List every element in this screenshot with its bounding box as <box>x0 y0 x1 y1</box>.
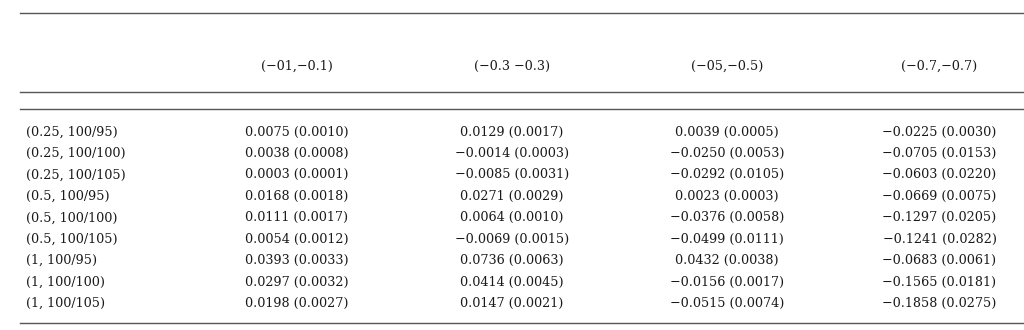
Text: 0.0297 (0.0032): 0.0297 (0.0032) <box>245 276 349 289</box>
Text: 0.0168 (0.0018): 0.0168 (0.0018) <box>246 190 348 203</box>
Text: (1, 100/95): (1, 100/95) <box>26 254 96 267</box>
Text: (0.25, 100/105): (0.25, 100/105) <box>26 168 125 182</box>
Text: −0.1565 (0.0181): −0.1565 (0.0181) <box>883 276 996 289</box>
Text: 0.0198 (0.0027): 0.0198 (0.0027) <box>245 297 349 310</box>
Text: −0.1858 (0.0275): −0.1858 (0.0275) <box>883 297 996 310</box>
Text: 0.0064 (0.0010): 0.0064 (0.0010) <box>460 211 564 224</box>
Text: −0.0603 (0.0220): −0.0603 (0.0220) <box>883 168 996 182</box>
Text: (1, 100/100): (1, 100/100) <box>26 276 104 289</box>
Text: 0.0129 (0.0017): 0.0129 (0.0017) <box>461 125 563 139</box>
Text: −0.0069 (0.0015): −0.0069 (0.0015) <box>455 233 569 246</box>
Text: (1, 100/105): (1, 100/105) <box>26 297 104 310</box>
Text: 0.0075 (0.0010): 0.0075 (0.0010) <box>245 125 349 139</box>
Text: 0.0736 (0.0063): 0.0736 (0.0063) <box>460 254 564 267</box>
Text: −0.0085 (0.0031): −0.0085 (0.0031) <box>455 168 569 182</box>
Text: −0.0292 (0.0105): −0.0292 (0.0105) <box>670 168 784 182</box>
Text: (−05,−0.5): (−05,−0.5) <box>691 59 763 73</box>
Text: 0.0054 (0.0012): 0.0054 (0.0012) <box>245 233 349 246</box>
Text: −0.0499 (0.0111): −0.0499 (0.0111) <box>670 233 784 246</box>
Text: −0.0669 (0.0075): −0.0669 (0.0075) <box>883 190 996 203</box>
Text: −0.0250 (0.0053): −0.0250 (0.0053) <box>670 147 784 160</box>
Text: 0.0039 (0.0005): 0.0039 (0.0005) <box>675 125 779 139</box>
Text: (−01,−0.1): (−01,−0.1) <box>261 59 333 73</box>
Text: −0.0014 (0.0003): −0.0014 (0.0003) <box>455 147 569 160</box>
Text: 0.0271 (0.0029): 0.0271 (0.0029) <box>460 190 564 203</box>
Text: −0.0156 (0.0017): −0.0156 (0.0017) <box>670 276 784 289</box>
Text: 0.0147 (0.0021): 0.0147 (0.0021) <box>461 297 563 310</box>
Text: −0.0515 (0.0074): −0.0515 (0.0074) <box>670 297 784 310</box>
Text: −0.0705 (0.0153): −0.0705 (0.0153) <box>883 147 996 160</box>
Text: 0.0038 (0.0008): 0.0038 (0.0008) <box>245 147 349 160</box>
Text: 0.0393 (0.0033): 0.0393 (0.0033) <box>245 254 349 267</box>
Text: −0.1297 (0.0205): −0.1297 (0.0205) <box>883 211 996 224</box>
Text: 0.0003 (0.0001): 0.0003 (0.0001) <box>245 168 349 182</box>
Text: 0.0023 (0.0003): 0.0023 (0.0003) <box>675 190 779 203</box>
Text: (0.5, 100/100): (0.5, 100/100) <box>26 211 117 224</box>
Text: (0.5, 100/95): (0.5, 100/95) <box>26 190 110 203</box>
Text: 0.0111 (0.0017): 0.0111 (0.0017) <box>246 211 348 224</box>
Text: (0.25, 100/95): (0.25, 100/95) <box>26 125 118 139</box>
Text: −0.0225 (0.0030): −0.0225 (0.0030) <box>883 125 996 139</box>
Text: (−0.7,−0.7): (−0.7,−0.7) <box>901 59 978 73</box>
Text: (0.5, 100/105): (0.5, 100/105) <box>26 233 117 246</box>
Text: −0.1241 (0.0282): −0.1241 (0.0282) <box>883 233 996 246</box>
Text: 0.0414 (0.0045): 0.0414 (0.0045) <box>460 276 564 289</box>
Text: 0.0432 (0.0038): 0.0432 (0.0038) <box>675 254 779 267</box>
Text: (0.25, 100/100): (0.25, 100/100) <box>26 147 125 160</box>
Text: −0.0683 (0.0061): −0.0683 (0.0061) <box>883 254 996 267</box>
Text: −0.0376 (0.0058): −0.0376 (0.0058) <box>670 211 784 224</box>
Text: (−0.3 −0.3): (−0.3 −0.3) <box>474 59 550 73</box>
